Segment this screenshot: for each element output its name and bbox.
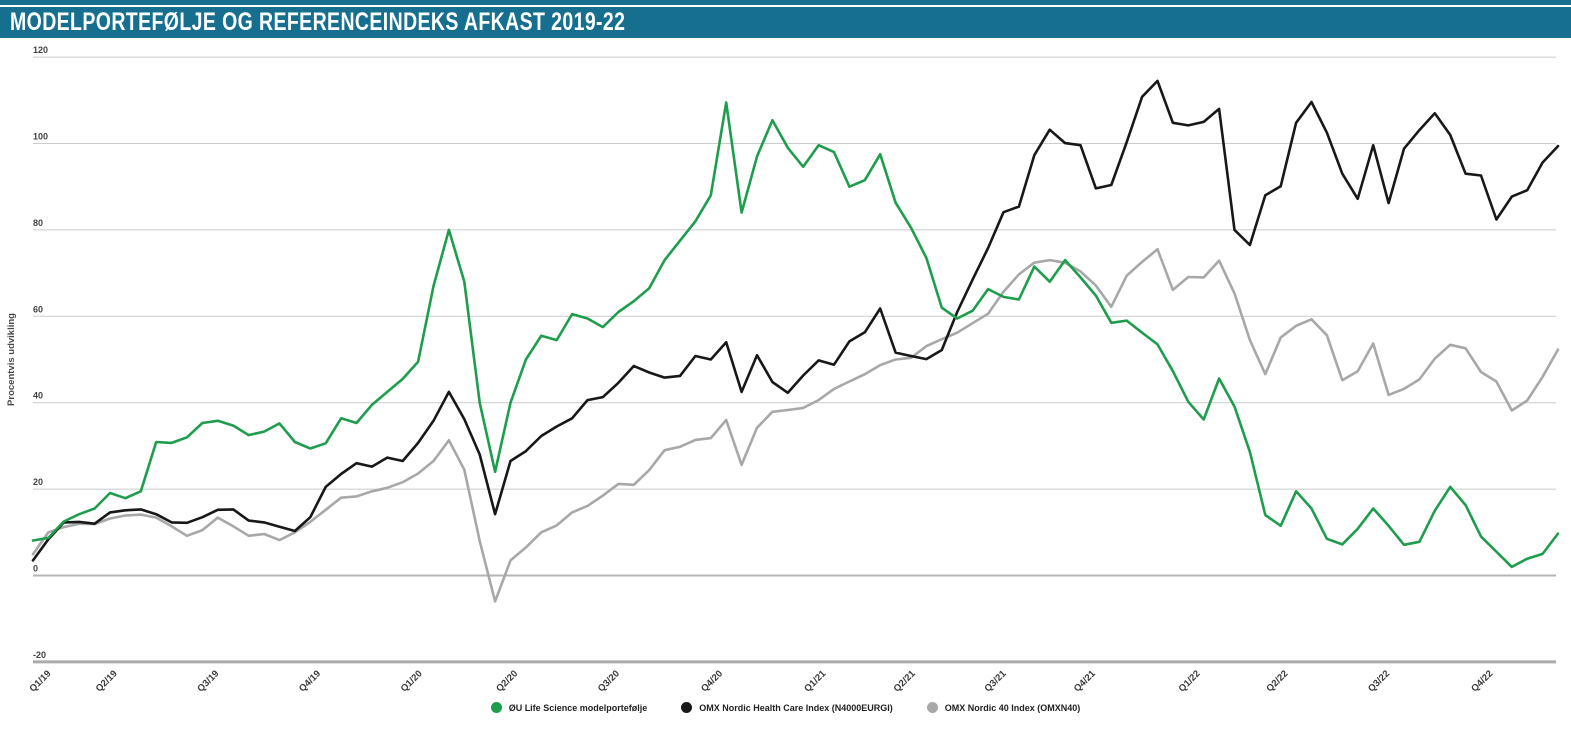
series-line--u-life-science-modelportef-lje	[31, 101, 1560, 569]
title-bar: MODELPORTEFØLJE OG REFERENCEINDEKS AFKAS…	[0, 0, 1571, 38]
title-bar-main: MODELPORTEFØLJE OG REFERENCEINDEKS AFKAS…	[0, 7, 1571, 38]
legend-label: OMX Nordic Health Care Index (N4000EURGI…	[699, 702, 893, 713]
gray-series-marker-icon	[926, 702, 938, 713]
legend-label: ØU Life Science modelportefølje	[508, 702, 648, 713]
series-line-omx-nordic-health-care-index-n4000eurgi-	[31, 79, 1560, 562]
y-tick-label: 80	[33, 218, 43, 228]
x-tick-label: Q4/19	[297, 668, 323, 694]
y-tick-label: 40	[33, 391, 43, 401]
y-tick-label: 60	[33, 304, 43, 314]
x-tick-label: Q2/22	[1264, 668, 1290, 694]
x-tick-label: Q4/20	[699, 668, 725, 694]
legend-item-modelportfolio[interactable]: ØU Life Science modelportefølje	[490, 702, 648, 713]
x-tick-label: Q3/22	[1366, 668, 1392, 694]
x-tick-label: Q2/19	[94, 668, 120, 694]
x-tick-label: Q1/21	[802, 668, 829, 695]
series-line-omx-nordic-40-index-omxn40-	[31, 248, 1560, 603]
x-tick-label: Q4/22	[1469, 668, 1495, 694]
legend-label: OMX Nordic 40 Index (OMXN40)	[944, 702, 1081, 713]
legend-item-healthcare-index[interactable]: OMX Nordic Health Care Index (N4000EURGI…	[681, 702, 893, 713]
y-tick-label: 20	[33, 477, 43, 487]
y-tick-label: -20	[33, 650, 46, 660]
chart-legend: ØU Life Science modelportefølje OMX Nord…	[0, 702, 1571, 713]
x-tick-label: Q4/21	[1072, 668, 1099, 695]
black-series-marker-icon	[681, 702, 693, 713]
x-tick-label: Q1/22	[1177, 668, 1203, 694]
y-tick-label: 100	[33, 132, 48, 142]
x-tick-label: Q1/19	[27, 668, 53, 694]
title-bar-divider	[0, 5, 1571, 7]
x-tick-label: Q2/21	[892, 668, 919, 695]
title-bar-top-strip	[0, 0, 1571, 5]
page-title: MODELPORTEFØLJE OG REFERENCEINDEKS AFKAS…	[10, 8, 626, 36]
x-tick-label: Q3/20	[596, 668, 622, 694]
green-series-marker-icon	[490, 702, 502, 713]
x-tick-label: Q3/19	[195, 668, 221, 694]
legend-item-nordic40-index[interactable]: OMX Nordic 40 Index (OMXN40)	[926, 702, 1081, 713]
y-tick-label: 120	[33, 45, 48, 55]
x-tick-label: Q1/20	[399, 668, 425, 694]
y-axis-title: Procentvis udvikling	[6, 313, 17, 406]
x-tick-label: Q2/20	[494, 668, 520, 694]
x-tick-label: Q3/21	[982, 668, 1009, 695]
y-tick-label: 0	[33, 564, 38, 574]
